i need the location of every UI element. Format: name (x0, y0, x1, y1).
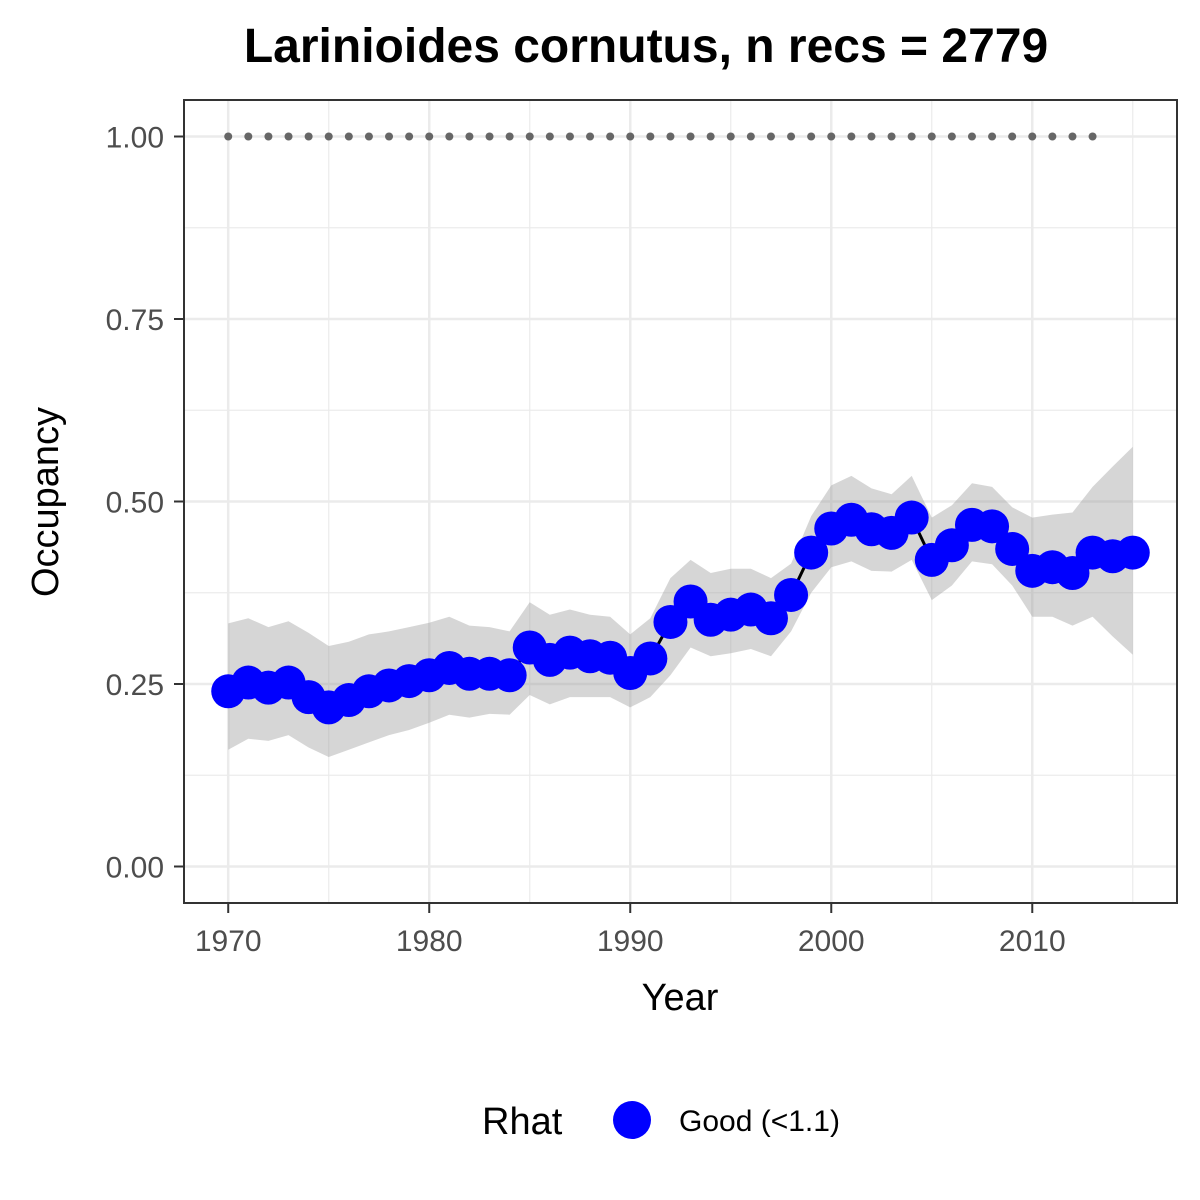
reference-dot (947, 132, 956, 141)
reference-dot (224, 132, 233, 141)
x-tick-label: 2010 (999, 925, 1066, 958)
data-point (1115, 535, 1150, 570)
reference-dot (766, 132, 775, 141)
data-point (794, 535, 829, 570)
y-axis-title: Occupancy (25, 407, 67, 597)
reference-dot (364, 132, 373, 141)
reference-dot (666, 132, 675, 141)
reference-dot (324, 132, 333, 141)
reference-dot (445, 132, 454, 141)
reference-dot (807, 132, 816, 141)
x-tick-label: 1990 (597, 925, 664, 958)
reference-dot (264, 132, 273, 141)
legend: Rhat Good (<1.1) (482, 1101, 840, 1143)
reference-dot (425, 132, 434, 141)
reference-dot (967, 132, 976, 141)
reference-dot (827, 132, 836, 141)
reference-dot (686, 132, 695, 141)
reference-dot (304, 132, 313, 141)
reference-dot (847, 132, 856, 141)
y-axis: 0.00 0.25 0.50 0.75 1.00 Occupancy (25, 122, 184, 885)
data-point (894, 500, 929, 535)
reference-dot (1088, 132, 1097, 141)
reference-dot (344, 132, 353, 141)
reference-dot (244, 132, 253, 141)
reference-dot (586, 132, 595, 141)
reference-dot (565, 132, 574, 141)
reference-dot (787, 132, 796, 141)
reference-dot (988, 132, 997, 141)
x-axis-title: Year (642, 977, 719, 1019)
reference-dot (867, 132, 876, 141)
x-tick-label: 1970 (195, 925, 262, 958)
reference-dot (1068, 132, 1077, 141)
legend-label-good: Good (<1.1) (679, 1105, 840, 1138)
reference-dot (1008, 132, 1017, 141)
reference-dot (1048, 132, 1057, 141)
x-axis: 1970 1980 1990 2000 2010 Year (195, 903, 1066, 1019)
y-tick-label: 1.00 (106, 122, 164, 155)
x-tick-label: 2000 (798, 925, 865, 958)
reference-dot (907, 132, 916, 141)
reference-dot (485, 132, 494, 141)
reference-dot (646, 132, 655, 141)
x-tick-label: 1980 (396, 925, 463, 958)
reference-dot (284, 132, 293, 141)
y-tick-label: 0.00 (106, 852, 164, 885)
y-tick-label: 0.75 (106, 304, 164, 337)
reference-dot (385, 132, 394, 141)
reference-dots (224, 132, 1097, 141)
y-tick-label: 0.25 (106, 669, 164, 702)
reference-dot (927, 132, 936, 141)
reference-dot (545, 132, 554, 141)
data-point (774, 577, 809, 612)
reference-dot (465, 132, 474, 141)
reference-dot (887, 132, 896, 141)
data-point (753, 601, 788, 636)
reference-dot (505, 132, 514, 141)
legend-key-good (613, 1101, 651, 1139)
data-point (975, 509, 1010, 544)
y-tick-label: 0.50 (106, 487, 164, 520)
reference-dot (606, 132, 615, 141)
data-points (211, 500, 1150, 725)
data-point (633, 641, 668, 676)
reference-dot (706, 132, 715, 141)
reference-dot (726, 132, 735, 141)
plot-panel (183, 99, 1178, 904)
legend-title: Rhat (482, 1101, 563, 1143)
reference-dot (626, 132, 635, 141)
reference-dot (1028, 132, 1037, 141)
data-point (492, 658, 527, 693)
reference-dot (525, 132, 534, 141)
reference-dot (746, 132, 755, 141)
reference-dot (405, 132, 414, 141)
chart-title: Larinioides cornutus, n recs = 2779 (244, 20, 1048, 73)
data-point (995, 531, 1030, 566)
